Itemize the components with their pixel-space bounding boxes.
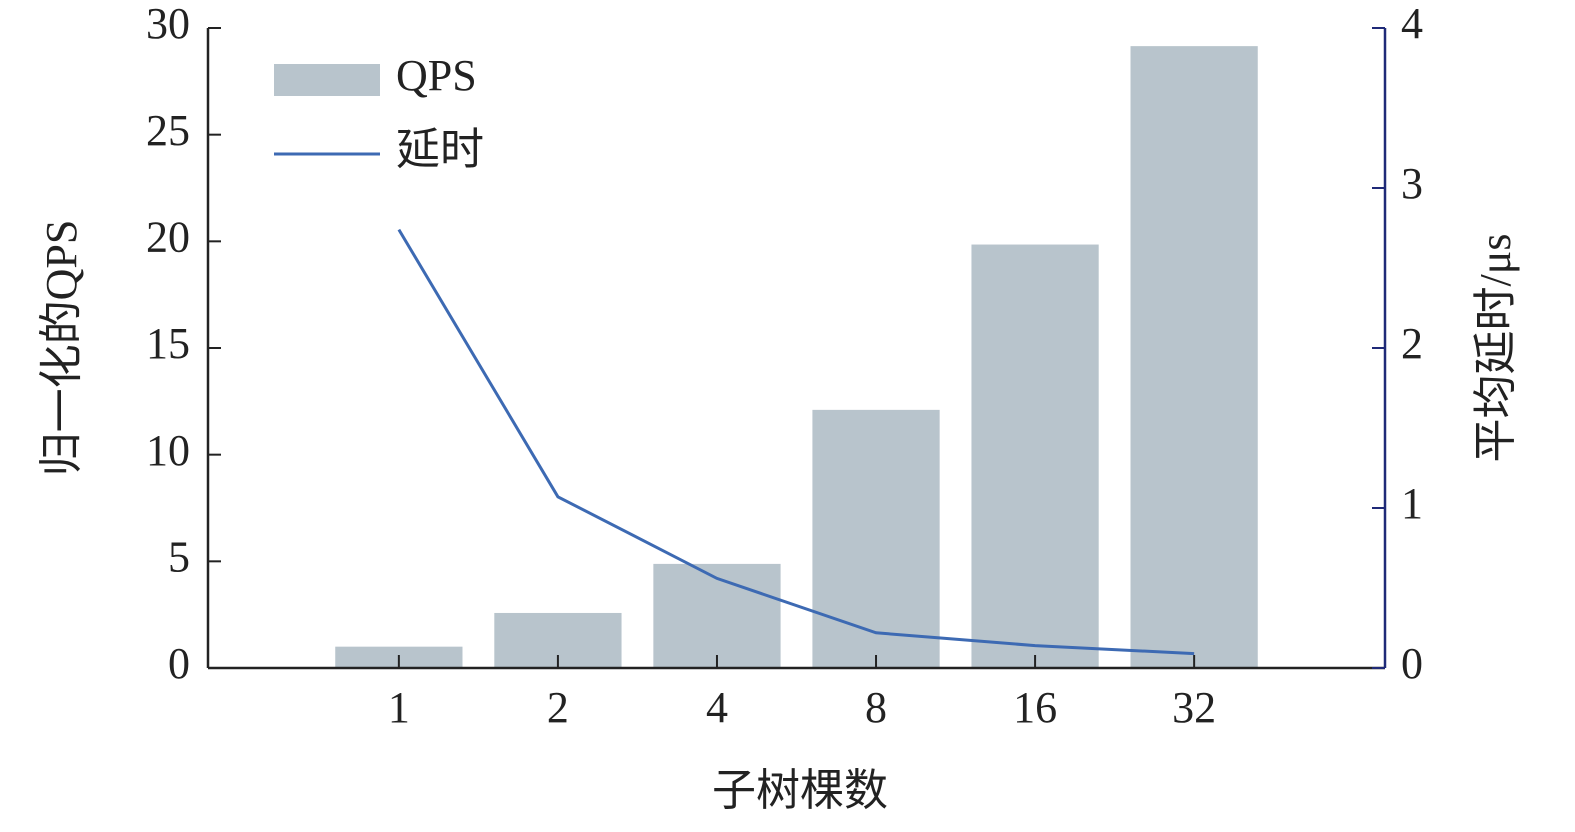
x-tick-label: 1 [388, 683, 410, 732]
x-tick-label: 4 [706, 683, 728, 732]
y2-axis-label: 平均延时/μs [1471, 234, 1520, 463]
y2-tick-label: 3 [1401, 159, 1423, 208]
line [397, 228, 1195, 656]
x-tick-label: 2 [547, 683, 569, 732]
y2-tick-label: 2 [1401, 319, 1423, 368]
y2-tick-label: 0 [1401, 639, 1423, 688]
y2-tick-label: 4 [1401, 0, 1423, 48]
bar [812, 409, 940, 668]
y-tick-label: 25 [146, 106, 190, 155]
y-axis-label: 归一化的QPS [37, 220, 86, 477]
legend-label: 延时 [396, 125, 484, 174]
x-axis-label: 子树棵数 [712, 766, 888, 815]
x-tick-label: 8 [865, 683, 887, 732]
bar [653, 563, 781, 668]
y2-tick-label: 1 [1401, 479, 1423, 528]
y-tick-label: 5 [168, 532, 190, 581]
x-tick-label: 32 [1172, 683, 1216, 732]
y-tick-label: 30 [146, 0, 190, 48]
bar [1130, 46, 1258, 668]
x-tick-label: 16 [1013, 683, 1057, 732]
y-tick-label: 10 [146, 426, 190, 475]
bar [971, 244, 1099, 669]
legend-swatch [274, 64, 380, 96]
y-tick-label: 15 [146, 319, 190, 368]
y-tick-label: 20 [146, 212, 190, 261]
y-tick-label: 0 [168, 639, 190, 688]
legend-label: QPS [396, 51, 477, 100]
